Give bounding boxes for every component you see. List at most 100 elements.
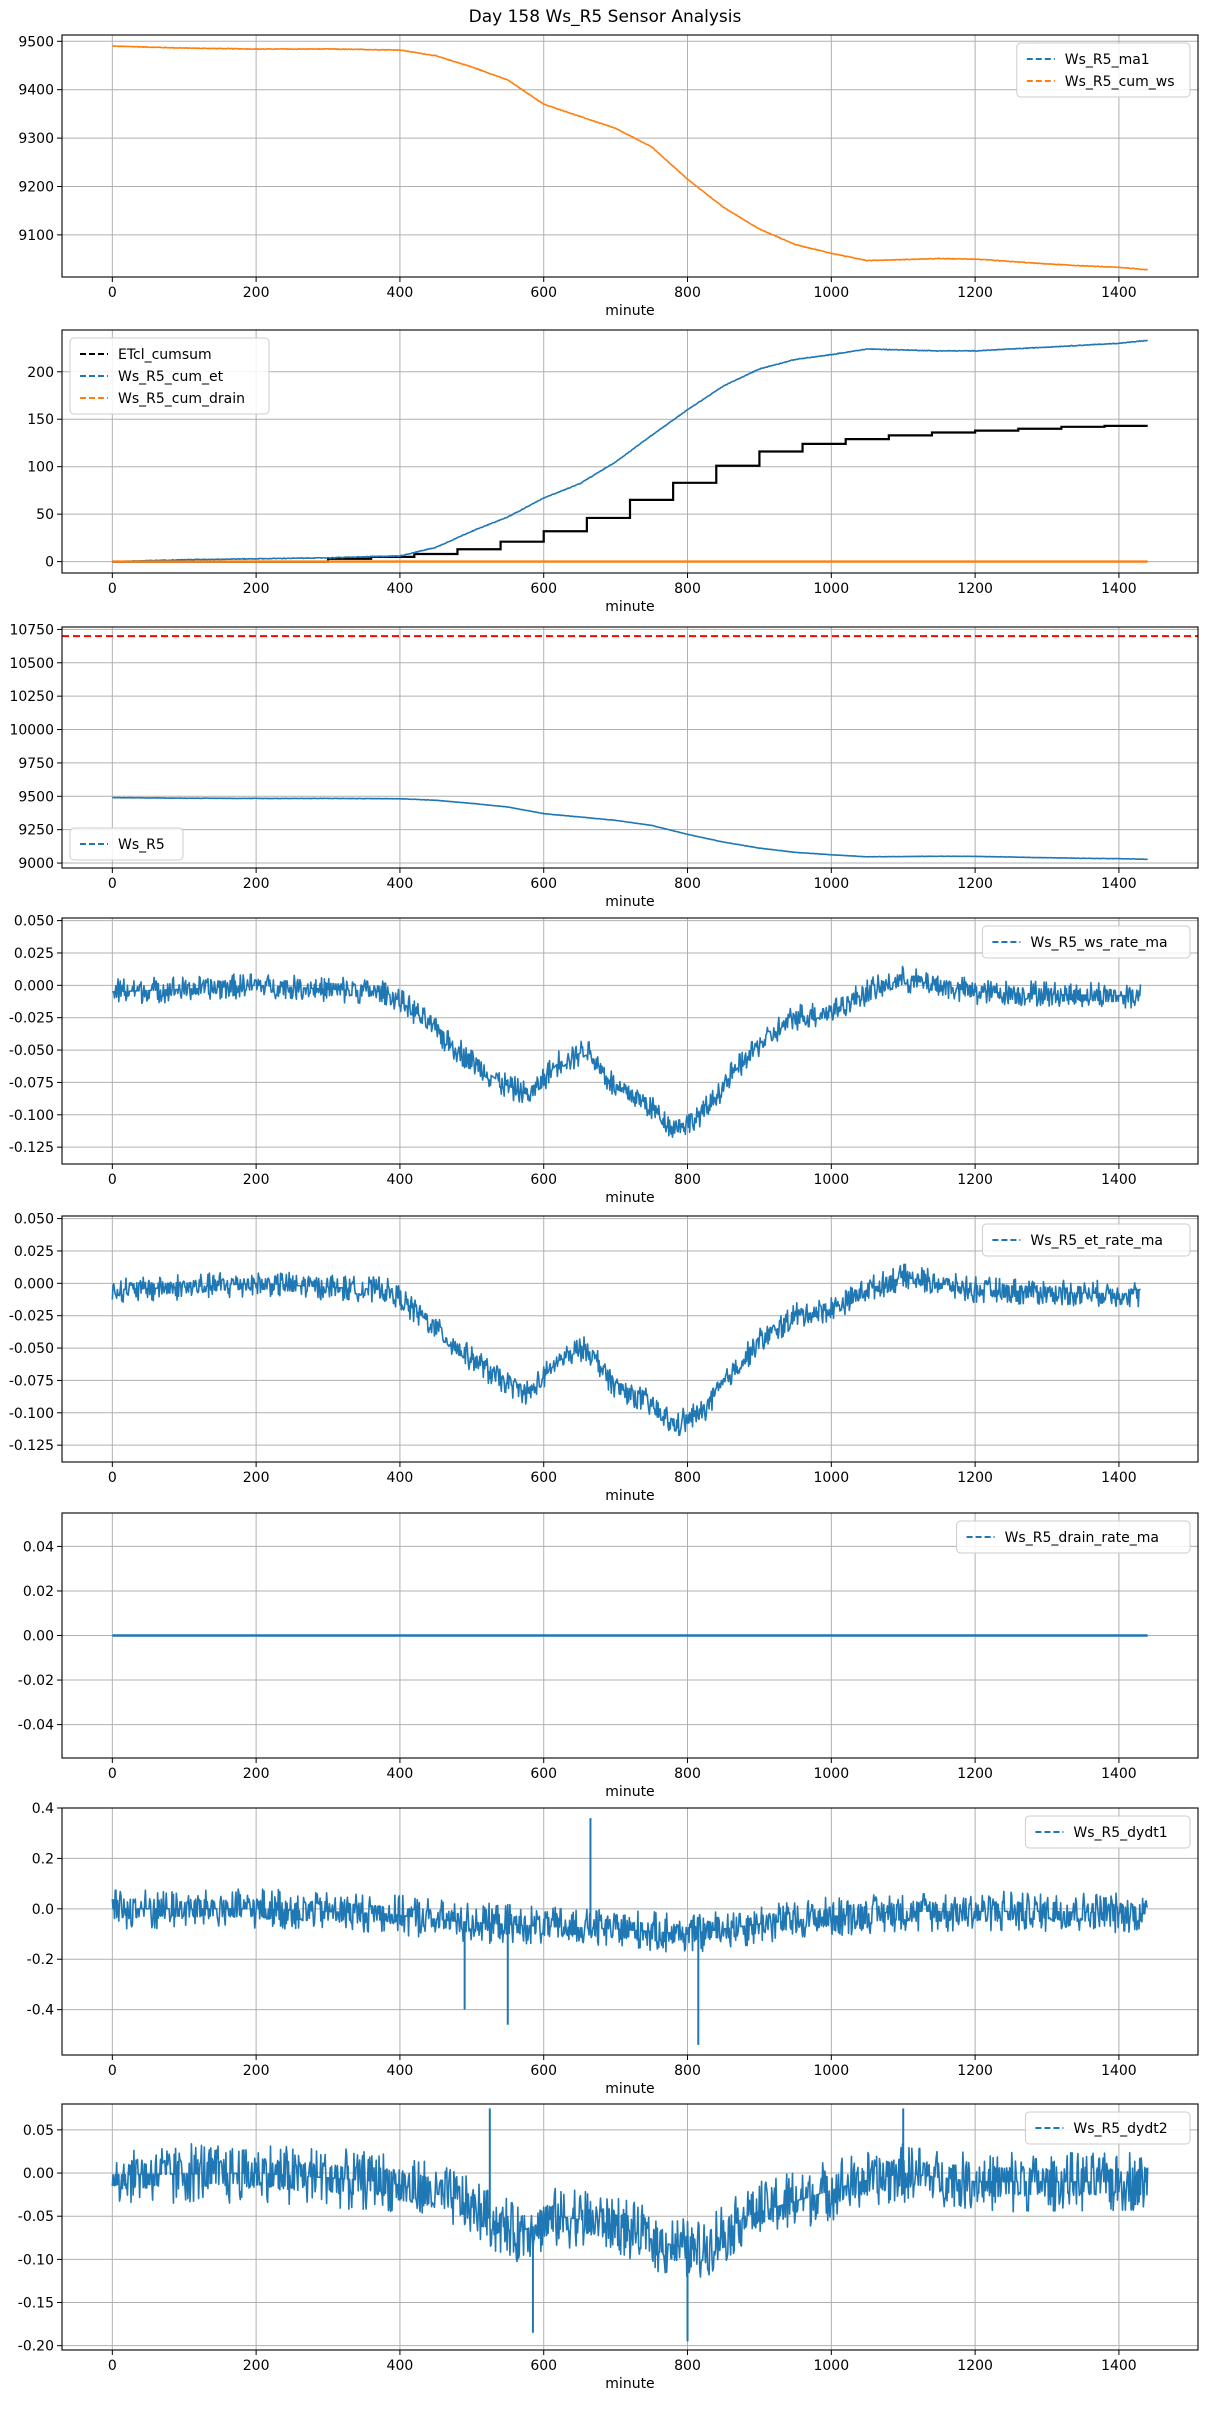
panels: 0 200 400 600 800 1000 1200 1400910092009300940… xyxy=(9,34,1199,2392)
x-axis-label: minute xyxy=(605,894,654,910)
x-tick-label: 800 xyxy=(674,2358,701,2374)
x-axis-label: minute xyxy=(605,303,654,319)
plot-frame xyxy=(61,1512,1199,1759)
legend-label: Ws_R5_cum_drain xyxy=(118,391,245,407)
x-tick-label: 1000 xyxy=(813,876,849,892)
legend: Ws_R5_drain_rate_ma xyxy=(956,1520,1191,1554)
y-tick-label: 50 xyxy=(36,507,54,523)
x-tick-label: 0 xyxy=(108,2063,117,2079)
x-tick-label: 0 xyxy=(108,876,117,892)
y-tick-label: 9400 xyxy=(18,83,54,99)
legend-box xyxy=(69,337,270,415)
y-tick-label: 0.00 xyxy=(23,2166,54,2182)
x-tick-label: 200 xyxy=(243,285,270,301)
x-tick-label: 400 xyxy=(387,2358,414,2374)
figure-title: Day 158 Ws_R5 Sensor Analysis xyxy=(469,7,742,27)
legend: Ws_R5_ws_rate_ma xyxy=(981,925,1191,959)
x-tick-label: 800 xyxy=(674,2063,701,2079)
series-line-Ws_R5_dydt1 xyxy=(111,1888,1149,1953)
x-tick-label: 1400 xyxy=(1101,1766,1137,1782)
series-line-Ws_R5_et_rate_ma xyxy=(111,1263,1141,1437)
legend: ETcl_cumsum Ws_R5_cum_et Ws_R5_cum_drain xyxy=(69,337,270,415)
y-tick-label: -0.075 xyxy=(9,1373,54,1389)
x-tick-label: 1200 xyxy=(957,876,993,892)
x-axis-label: minute xyxy=(605,2376,654,2392)
y-tick-label: -0.4 xyxy=(27,2003,54,2019)
legend-box xyxy=(1024,2111,1191,2145)
y-tick-label: 9000 xyxy=(18,856,54,872)
legend-box xyxy=(1024,1815,1191,1849)
y-tick-label: 9250 xyxy=(18,823,54,839)
y-tick-label: 9750 xyxy=(18,756,54,772)
chart-panel-6: 0 200 400 600 800 1000 1200 1400 -0.04 -0.02 0.00 0… xyxy=(18,1512,1199,1800)
y-tick-label: 0.4 xyxy=(32,1801,54,1817)
series-line-Ws_R5_ws_rate_ma xyxy=(112,965,1142,1139)
x-tick-label: 1000 xyxy=(813,2063,849,2079)
x-tick-label: 600 xyxy=(530,1766,557,1782)
y-tick-label: 0.050 xyxy=(14,1212,54,1228)
plot-frame xyxy=(61,1807,1199,2056)
legend: Ws_R5 xyxy=(69,827,184,861)
x-tick-label: 600 xyxy=(530,285,557,301)
x-tick-label: 1200 xyxy=(957,1766,993,1782)
plot-area xyxy=(112,45,1148,271)
chart-panel-3: 0 200 400 600 800 1000 1200 1400 9000 9250 9500 975… xyxy=(9,622,1199,910)
x-tick-label: 400 xyxy=(387,876,414,892)
y-tick-label: 9200 xyxy=(18,179,54,195)
x-tick-label: 1000 xyxy=(813,1172,849,1188)
series-line-ETcl_cumsum xyxy=(112,424,1148,563)
x-axis-label: minute xyxy=(605,1488,654,1504)
series-line-Ws_R5 xyxy=(112,796,1148,861)
x-tick-label: 0 xyxy=(108,2358,117,2374)
y-tick-label: 0.000 xyxy=(14,978,54,994)
y-tick-label: 10750 xyxy=(9,622,54,638)
x-axis-label: minute xyxy=(605,1190,654,1206)
x-tick-label: 400 xyxy=(387,1470,414,1486)
x-tick-label: 600 xyxy=(530,2358,557,2374)
x-tick-label: 1200 xyxy=(957,581,993,597)
legend-label: Ws_R5_ma1 xyxy=(1065,52,1150,68)
legend: Ws_R5_et_rate_ma xyxy=(981,1223,1191,1257)
y-tick-label: -0.050 xyxy=(9,1043,54,1059)
x-tick-label: 800 xyxy=(674,1172,701,1188)
x-tick-label: 400 xyxy=(387,285,414,301)
legend-label: Ws_R5_ws_rate_ma xyxy=(1030,935,1167,951)
x-tick-label: 1000 xyxy=(813,1470,849,1486)
x-tick-label: 200 xyxy=(243,2358,270,2374)
x-tick-label: 1200 xyxy=(957,2358,993,2374)
y-tick-label: -0.02 xyxy=(18,1673,54,1689)
x-axis-label: minute xyxy=(605,599,654,615)
y-tick-label: 0.05 xyxy=(23,2123,54,2139)
x-tick-label: 600 xyxy=(530,2063,557,2079)
x-tick-label: 1400 xyxy=(1101,876,1137,892)
x-tick-label: 800 xyxy=(674,1766,701,1782)
y-tick-label: 9300 xyxy=(18,131,54,147)
legend: Ws_R5_dydt1 xyxy=(1024,1815,1191,1849)
x-tick-label: 200 xyxy=(243,1172,270,1188)
legend-label: Ws_R5_cum_ws xyxy=(1065,74,1175,90)
x-tick-label: 1400 xyxy=(1101,2063,1137,2079)
legend-label: Ws_R5_cum_et xyxy=(118,369,224,385)
chart-panel-7: 0 200 400 600 800 1000 1200 1400 -0.4 -0.2 0.0 0.2 0… xyxy=(27,1801,1199,2097)
x-tick-label: 1200 xyxy=(957,285,993,301)
series-line-Ws_R5_cum_et xyxy=(111,339,1148,563)
y-tick-label: 0.000 xyxy=(14,1276,54,1292)
legend-label: Ws_R5_dydt2 xyxy=(1073,2121,1167,2137)
x-tick-label: 400 xyxy=(387,581,414,597)
legend-box xyxy=(981,925,1191,959)
y-tick-label: -0.04 xyxy=(18,1718,54,1734)
x-tick-label: 200 xyxy=(243,1766,270,1782)
y-tick-label: 0.02 xyxy=(23,1584,54,1600)
x-tick-label: 0 xyxy=(108,1766,117,1782)
x-tick-label: 600 xyxy=(530,876,557,892)
x-tick-label: 1400 xyxy=(1101,581,1137,597)
legend-label: Ws_R5_drain_rate_ma xyxy=(1005,1530,1159,1546)
legend-label: Ws_R5 xyxy=(118,837,165,853)
x-axis-label: minute xyxy=(605,2081,654,2097)
y-tick-label: 200 xyxy=(27,365,54,381)
x-tick-label: 0 xyxy=(108,1470,117,1486)
x-tick-label: 1400 xyxy=(1101,2358,1137,2374)
series-line-Ws_R5_dydt2 xyxy=(111,2143,1149,2278)
chart-panel-4: 0 200 400 600 800 1000 1200 1400 -0.125 -0.100 -0.… xyxy=(9,914,1199,1206)
plot-area xyxy=(111,1818,1149,2045)
